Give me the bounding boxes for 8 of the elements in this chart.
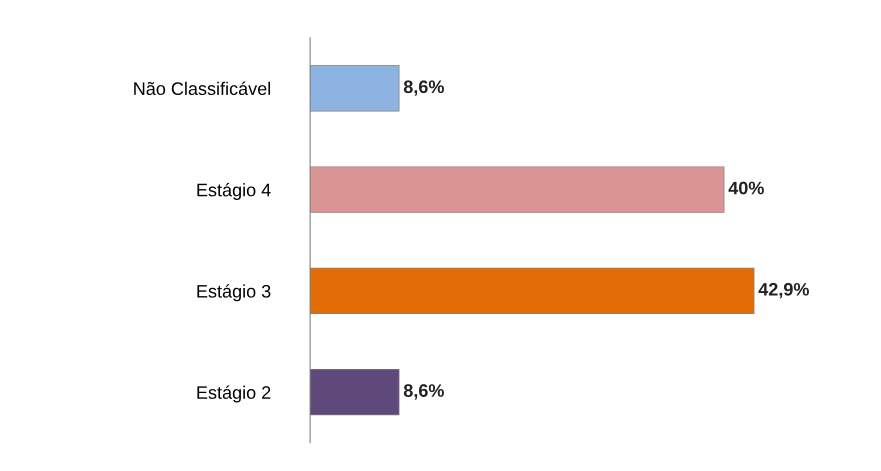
- data-label: 8,6%: [404, 384, 444, 400]
- data-label: 42,9%: [758, 282, 809, 298]
- y-tick-label: Estágio 4: [197, 182, 271, 200]
- y-tick-label: Não Classificável: [134, 82, 270, 96]
- y-tick-label: Estágio 3: [197, 284, 270, 302]
- data-label: 8,6%: [404, 80, 444, 96]
- y-tick-label: Estágio 2: [197, 385, 270, 402]
- data-label: 40%: [728, 182, 764, 194]
